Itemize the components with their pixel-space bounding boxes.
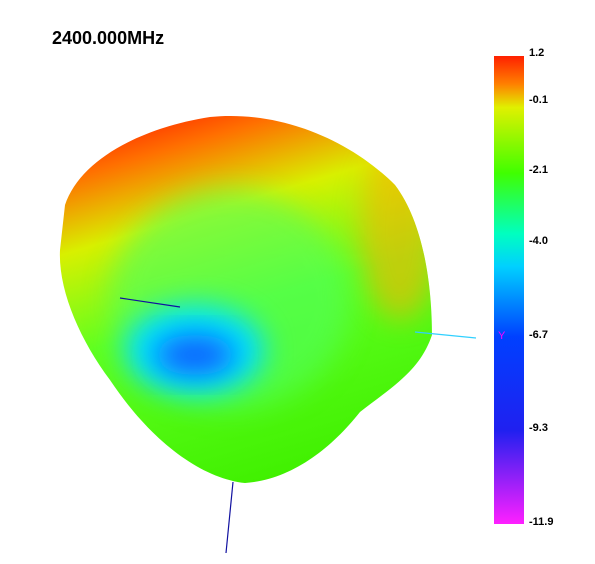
title: 2400.000MHz bbox=[52, 28, 164, 48]
y-axis-line bbox=[414, 331, 477, 339]
colorbar-label: -0.1 bbox=[529, 94, 548, 106]
colorbar-label: -9.3 bbox=[529, 422, 548, 434]
colorbar-label: 1.2 bbox=[529, 47, 544, 59]
colorbar-label: -2.1 bbox=[529, 164, 548, 176]
colorbar bbox=[494, 56, 524, 524]
pattern-surface bbox=[59, 115, 433, 483]
z-axis-line bbox=[225, 481, 234, 554]
x-axis-line bbox=[119, 297, 181, 308]
colorbar-label: -11.9 bbox=[529, 516, 553, 528]
colorbar-label: -4.0 bbox=[529, 235, 548, 247]
colorbar-label: -6.7 bbox=[529, 329, 548, 341]
axis-label: Y bbox=[498, 330, 506, 342]
